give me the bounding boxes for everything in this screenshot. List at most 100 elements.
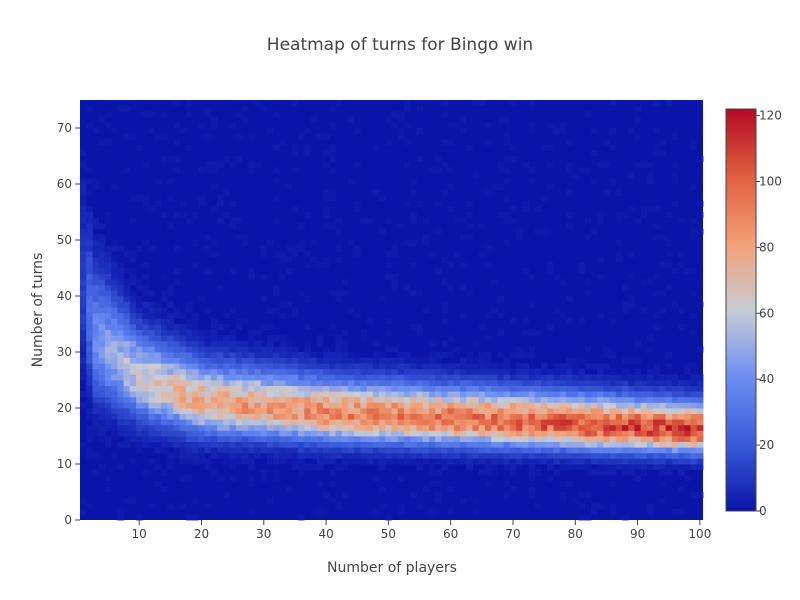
heatmap-cell xyxy=(553,413,561,420)
heatmap-cell xyxy=(665,447,673,454)
heatmap-cell xyxy=(235,385,243,392)
heatmap-cell xyxy=(590,503,598,510)
heatmap-cell xyxy=(217,195,224,202)
heatmap-cell xyxy=(266,408,274,414)
heatmap-cell xyxy=(80,508,87,515)
heatmap-cell xyxy=(441,256,448,263)
heatmap-cell xyxy=(123,363,131,370)
heatmap-cell xyxy=(104,301,112,308)
heatmap-cell xyxy=(597,363,604,370)
heatmap-cell xyxy=(198,329,205,336)
heatmap-cell xyxy=(385,447,392,454)
heatmap-cell xyxy=(460,396,467,403)
heatmap-cell xyxy=(372,368,380,375)
heatmap-cell xyxy=(123,374,131,381)
heatmap-cell xyxy=(104,251,112,258)
colorbar-tick-label: 120 xyxy=(759,109,782,123)
heatmap-cell xyxy=(229,441,237,448)
heatmap-cell xyxy=(466,436,473,442)
heatmap-cell xyxy=(80,441,87,448)
heatmap-cell xyxy=(167,335,174,342)
heatmap-cell xyxy=(341,380,349,386)
heatmap-cell xyxy=(565,480,573,487)
heatmap-cell xyxy=(104,391,112,398)
heatmap-cell xyxy=(628,301,635,308)
heatmap-cell xyxy=(385,363,392,370)
heatmap-cell xyxy=(329,469,336,476)
heatmap-cell xyxy=(173,424,181,431)
heatmap-cell xyxy=(547,419,554,426)
heatmap-cell xyxy=(478,374,486,381)
heatmap-cell xyxy=(98,335,106,342)
heatmap-cell xyxy=(565,413,573,420)
heatmap-cell xyxy=(671,268,679,274)
heatmap-cell xyxy=(385,408,392,414)
heatmap-cell xyxy=(403,402,411,409)
heatmap-cell xyxy=(435,458,442,465)
heatmap-cell xyxy=(217,352,224,358)
heatmap-cell xyxy=(671,391,679,398)
heatmap-cell xyxy=(192,424,199,431)
heatmap-cell xyxy=(553,307,561,314)
heatmap-cell xyxy=(360,363,367,370)
heatmap-cell xyxy=(372,475,380,482)
heatmap-cell xyxy=(435,469,442,476)
heatmap-cell xyxy=(634,441,642,448)
heatmap-cell xyxy=(266,447,274,454)
heatmap-cell xyxy=(628,430,635,437)
heatmap-cell xyxy=(235,436,243,442)
heatmap-cell xyxy=(142,195,149,202)
heatmap-cell xyxy=(204,391,212,398)
heatmap-cell xyxy=(310,464,318,470)
heatmap-cell xyxy=(98,301,106,308)
heatmap-cell xyxy=(104,385,112,392)
heatmap-cell xyxy=(335,396,343,403)
heatmap-cell xyxy=(273,469,280,476)
heatmap-cell xyxy=(198,380,205,386)
heatmap-cell xyxy=(229,391,237,398)
heatmap-cell xyxy=(391,279,399,286)
heatmap-cell xyxy=(497,452,505,459)
heatmap-cell xyxy=(142,273,149,280)
heatmap-cell xyxy=(223,340,230,347)
heatmap-cell xyxy=(578,268,586,274)
heatmap-cell xyxy=(154,374,162,381)
heatmap-cell xyxy=(241,374,249,381)
heatmap-cell xyxy=(659,150,667,157)
heatmap-cell xyxy=(92,262,100,269)
heatmap-cell xyxy=(248,161,255,168)
heatmap-cell xyxy=(266,363,274,370)
heatmap-cell xyxy=(80,329,87,336)
heatmap-cell xyxy=(98,290,106,297)
heatmap-cell xyxy=(491,408,498,414)
heatmap-cell xyxy=(609,128,617,134)
heatmap-cell xyxy=(136,441,143,448)
heatmap-cell xyxy=(678,380,685,386)
heatmap-cell xyxy=(217,424,224,431)
heatmap-cell xyxy=(366,408,374,414)
heatmap-cell xyxy=(136,514,143,521)
heatmap-cell xyxy=(129,497,137,504)
heatmap-cell xyxy=(322,447,330,454)
heatmap-cell xyxy=(646,458,654,465)
heatmap-cell xyxy=(335,374,343,381)
heatmap-cell xyxy=(447,436,455,442)
heatmap-cell xyxy=(235,324,243,330)
heatmap-cell xyxy=(578,380,586,386)
heatmap-cell xyxy=(696,452,704,459)
heatmap-cell xyxy=(92,396,100,403)
heatmap-cell xyxy=(260,413,268,420)
heatmap-cell xyxy=(534,380,542,386)
heatmap-cell xyxy=(678,430,685,437)
heatmap-cell xyxy=(129,385,137,392)
heatmap-cell xyxy=(117,290,125,297)
heatmap-cell xyxy=(478,408,486,414)
heatmap-cell xyxy=(192,402,199,409)
heatmap-cell xyxy=(154,413,162,420)
heatmap-cell xyxy=(129,346,137,353)
heatmap-cell xyxy=(136,396,143,403)
heatmap-cell xyxy=(173,436,181,442)
heatmap-cell xyxy=(98,223,106,230)
heatmap-cell xyxy=(322,262,330,269)
heatmap-cell xyxy=(273,441,280,448)
